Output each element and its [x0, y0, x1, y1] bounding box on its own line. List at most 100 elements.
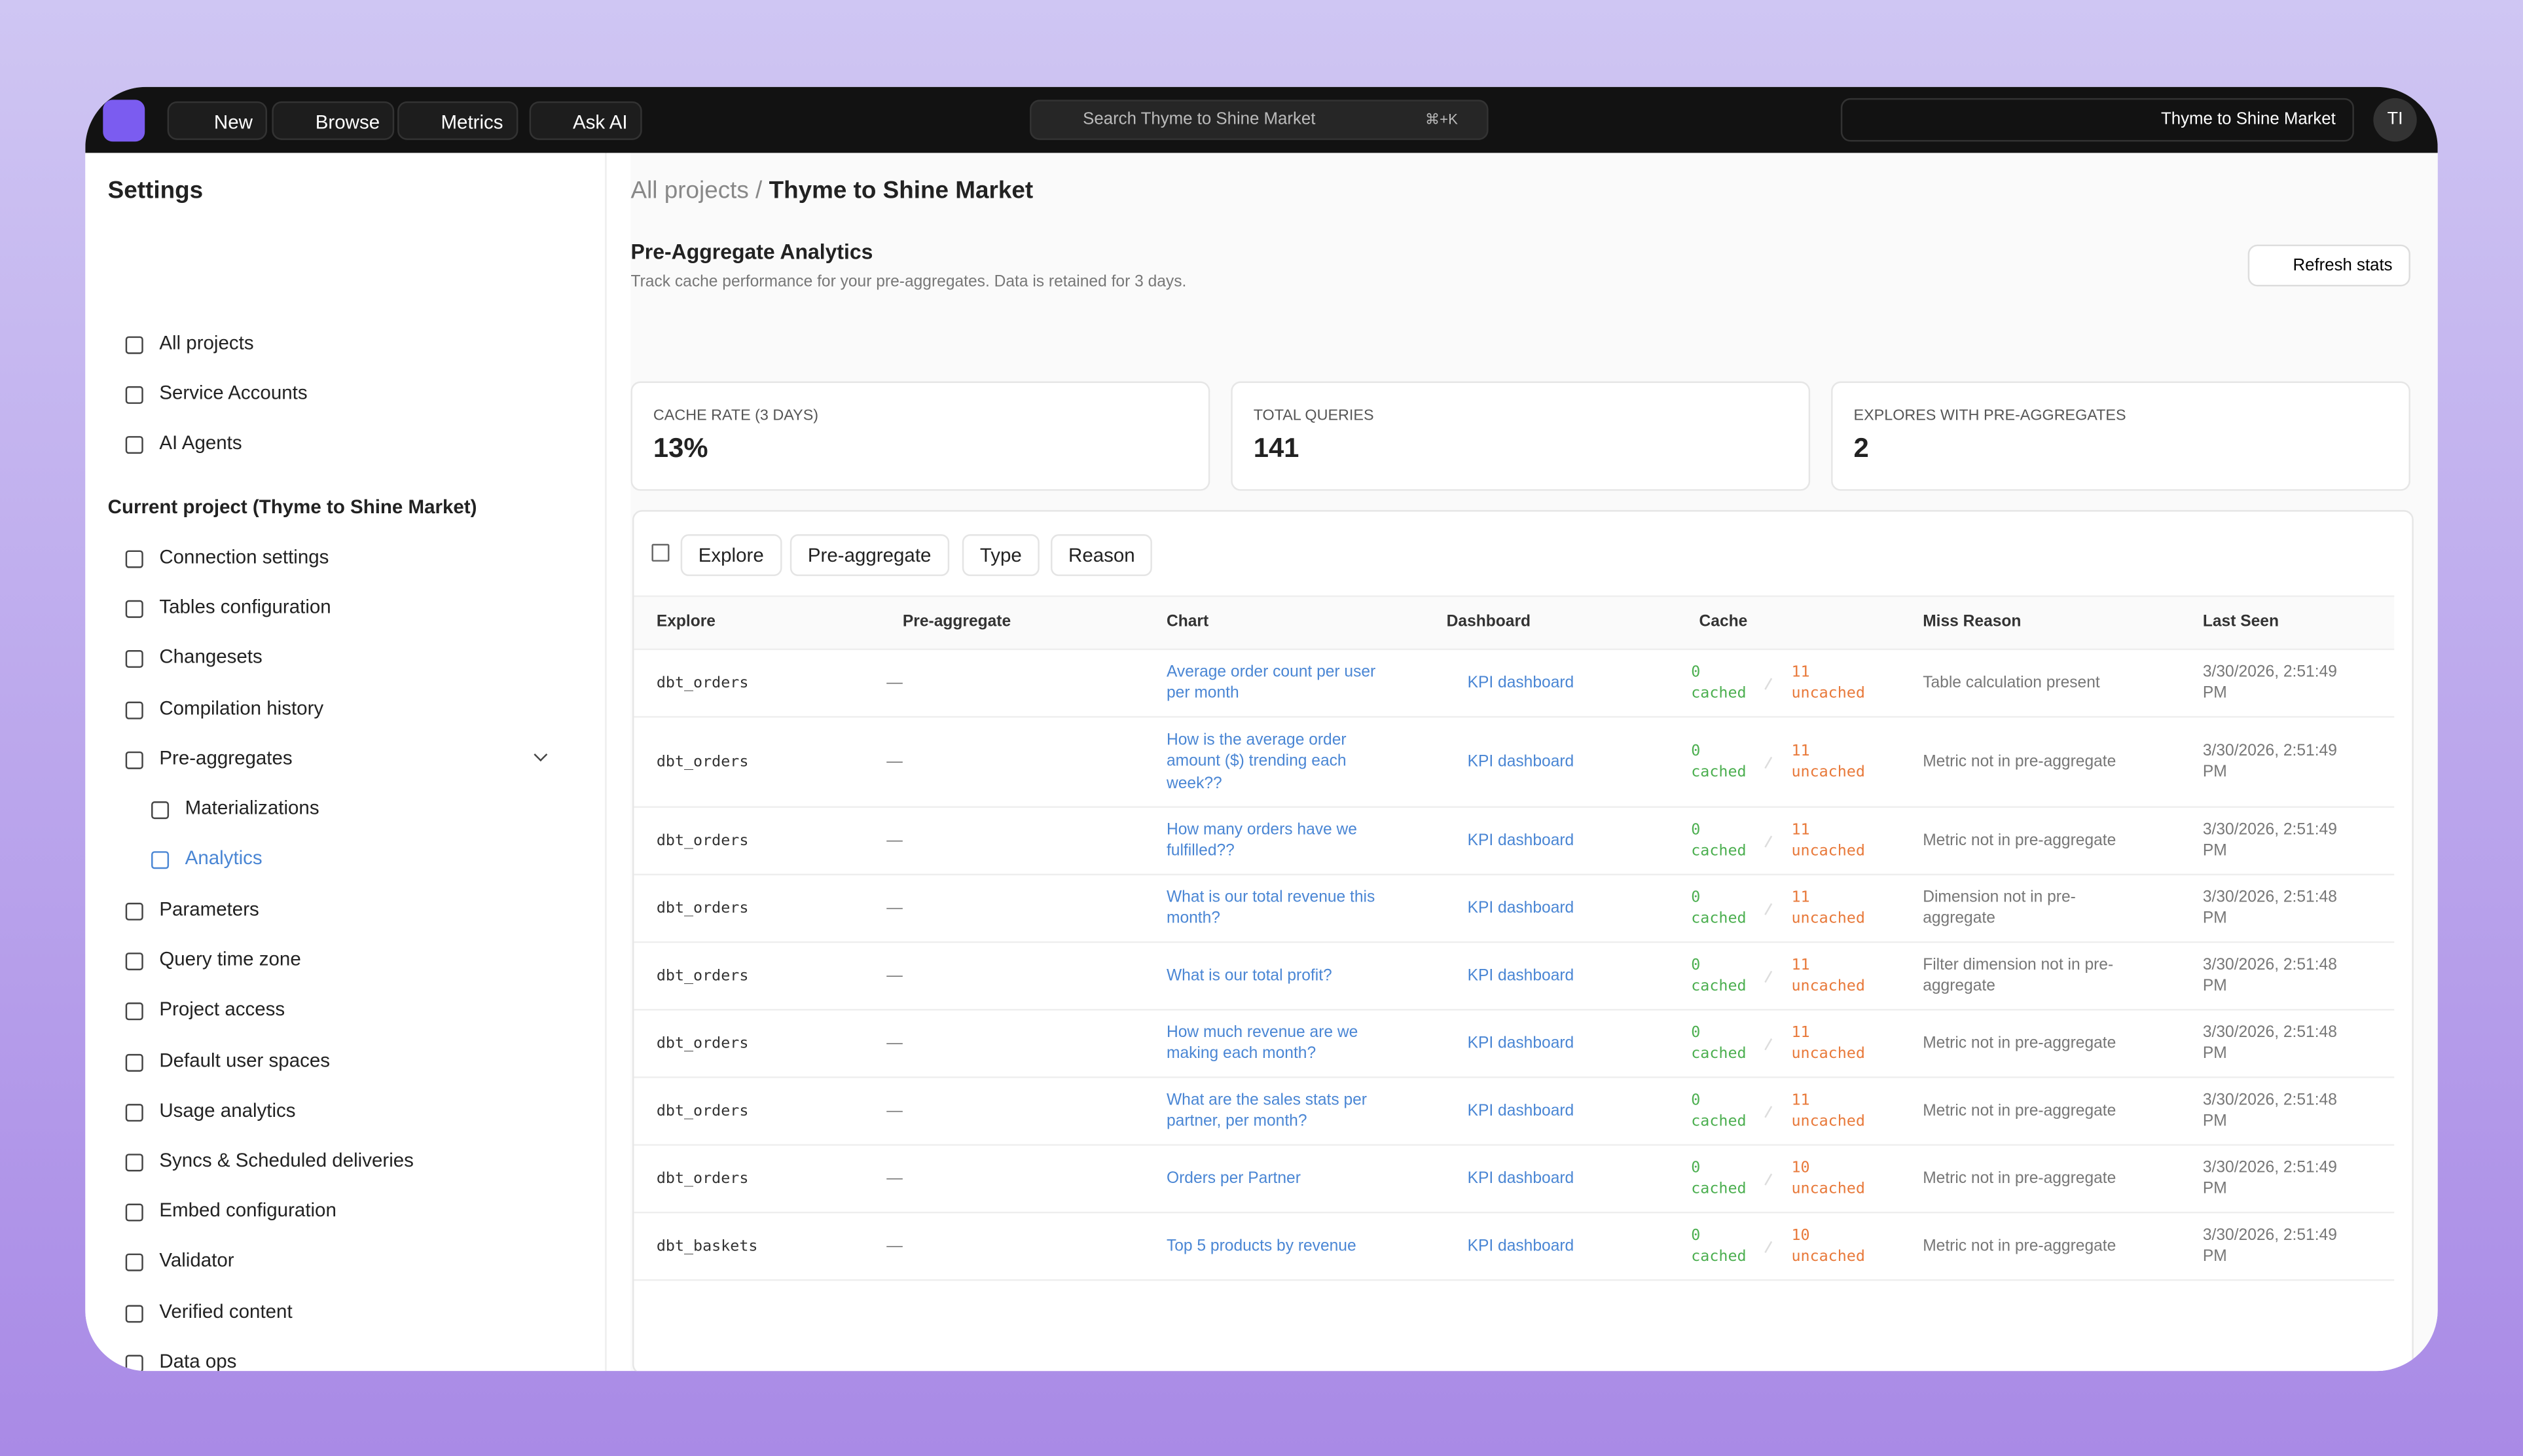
sidebar-title: Settings [107, 177, 204, 205]
section-title: Current project (Thyme to Shine Market) [107, 496, 477, 519]
chart-link[interactable]: What are the sales stats per partner, pe… [1166, 1091, 1368, 1131]
chart-link[interactable]: What is our total profit? [1166, 966, 1332, 985]
last-seen: 3/30/2026, 2:51:48 PM [2202, 1023, 2337, 1063]
divider [1765, 1240, 1773, 1252]
project-name[interactable]: Thyme to Shine Market [2160, 109, 2336, 129]
nav-icon [125, 336, 143, 354]
search-box[interactable]: Search Thyme to Shine Market ⌘+K [1030, 100, 1489, 140]
nav-item[interactable]: Data ops [159, 1349, 237, 1372]
app-window: Search Thyme to Shine Market ⌘+K Thyme t… [85, 86, 2438, 1372]
nav-item[interactable]: Default user spaces [159, 1048, 331, 1071]
nav-item[interactable]: Embed configuration [159, 1199, 336, 1222]
divider [1765, 1105, 1773, 1118]
last-seen: 3/30/2026, 2:51:49 PM [2202, 820, 2337, 860]
dashboard-link[interactable]: KPI dashboard [1467, 674, 1574, 692]
column-header[interactable]: Cache [1699, 613, 1748, 632]
nav-item[interactable]: Verified content [159, 1299, 293, 1322]
last-seen: 3/30/2026, 2:51:49 PM [2202, 1158, 2337, 1198]
cached-label: cached [1691, 1045, 1747, 1063]
filter-chip[interactable]: Reason [1051, 534, 1153, 576]
miss-reason: Metric not in pre-aggregate [1923, 1169, 2116, 1188]
cache: 0 cached 11 uncached [1691, 1089, 1865, 1133]
filter-chip[interactable]: Pre-aggregate [790, 534, 949, 576]
dashboard-link[interactable]: KPI dashboard [1467, 1237, 1574, 1255]
dashboard-link[interactable]: KPI dashboard [1467, 1102, 1574, 1120]
nav-icon [125, 701, 143, 719]
chart-link[interactable]: Top 5 products by revenue [1166, 1237, 1356, 1255]
cached-label: cached [1691, 763, 1747, 782]
nav-item[interactable]: Project access [159, 998, 285, 1021]
uncached-count: 11 [1791, 888, 1810, 906]
nav-item[interactable]: Service Accounts [159, 381, 308, 404]
top-bar: Search Thyme to Shine Market ⌘+K Thyme t… [85, 86, 2438, 153]
chart-link[interactable]: What is our total revenue this month? [1166, 888, 1375, 928]
stat-card: EXPLORES WITH PRE-AGGREGATES 2 [1831, 381, 2410, 491]
main: All projects / Thyme to Shine Market Pre… [630, 153, 2438, 1372]
uncached-count: 11 [1791, 742, 1810, 760]
dashboard-link[interactable]: KPI dashboard [1467, 752, 1574, 771]
avatar[interactable]: TI [2373, 98, 2417, 142]
nav-item[interactable]: Analytics [185, 846, 263, 869]
column-header[interactable]: Last Seen [2202, 613, 2279, 632]
chart-link[interactable]: Average order count per user per month [1166, 663, 1376, 702]
dashboard-link[interactable]: KPI dashboard [1467, 899, 1574, 917]
crumb[interactable]: All projects [630, 177, 749, 205]
refresh-button[interactable]: Refresh stats [2247, 244, 2410, 287]
uncached-count: 11 [1791, 1023, 1810, 1042]
dashboard-link[interactable]: KPI dashboard [1467, 1034, 1574, 1052]
nav-icon [125, 1254, 143, 1272]
stat-label: EXPLORES WITH PRE-AGGREGATES [1853, 407, 2126, 425]
nav-icon [125, 1355, 143, 1372]
dashboard-link[interactable]: KPI dashboard [1467, 966, 1574, 985]
subtitle: Track cache performance for your pre-agg… [630, 273, 1187, 291]
pre-aggregate: — [886, 1034, 903, 1052]
last-seen: 3/30/2026, 2:51:49 PM [2202, 663, 2337, 702]
dashboard-link[interactable]: KPI dashboard [1467, 1169, 1574, 1188]
uncached: 10 uncached [1791, 1157, 1864, 1200]
logo[interactable] [103, 100, 145, 142]
miss-reason: Metric not in pre-aggregate [1923, 831, 2116, 850]
cached: 0 cached [1691, 1089, 1746, 1133]
nav-icon [125, 1304, 143, 1322]
uncached-count: 11 [1791, 663, 1810, 681]
nav-item[interactable]: Pre-aggregates [159, 746, 293, 769]
nav-item[interactable]: Materializations [185, 796, 319, 820]
cached-label: cached [1691, 977, 1747, 996]
nav-item[interactable]: Query time zone [159, 948, 301, 971]
explore: dbt_orders [656, 1102, 749, 1120]
stat-value: 13% [653, 433, 708, 464]
nav-item[interactable]: Validator [159, 1249, 234, 1272]
uncached: 11 uncached [1791, 1022, 1864, 1065]
nav-item[interactable]: Changesets [159, 646, 263, 668]
divider [1765, 835, 1773, 847]
dashboard-link[interactable]: KPI dashboard [1467, 831, 1574, 850]
nav-item[interactable]: Parameters [159, 898, 259, 920]
nav-item[interactable]: Compilation history [159, 696, 324, 719]
nav-button[interactable]: Browse [272, 101, 395, 140]
nav-item[interactable]: Tables configuration [159, 595, 331, 619]
table: Explore Pre-aggregate Chart Dashboard Cache M… [634, 595, 2395, 1288]
nav-icon [125, 550, 143, 568]
nav-item[interactable]: Usage analytics [159, 1099, 296, 1121]
nav-button[interactable]: Ask AI [529, 101, 642, 140]
filter-chip[interactable]: Type [962, 534, 1040, 576]
nav-item[interactable]: All projects [159, 331, 254, 354]
chart-link[interactable]: How many orders have we fulfilled?? [1166, 820, 1357, 860]
chart-link[interactable]: How is the average order amount ($) tren… [1166, 731, 1347, 792]
nav-item[interactable]: Syncs & Scheduled deliveries [159, 1148, 414, 1172]
search-placeholder: Search Thyme to Shine Market [1083, 109, 1316, 129]
table-row: dbt_baskets — Top 5 products by revenue KPI… [634, 1213, 2395, 1281]
uncached-label: uncached [1791, 842, 1865, 860]
nav-item[interactable]: AI Agents [159, 431, 242, 454]
table-row: dbt_orders — How much revenue are we makin… [634, 1011, 2395, 1078]
chart-link[interactable]: Orders per Partner [1166, 1169, 1301, 1188]
nav-button[interactable]: New [167, 101, 268, 140]
nav-icon [125, 902, 143, 920]
chart-link[interactable]: How much revenue are we making each mont… [1166, 1023, 1358, 1063]
nav-item[interactable]: Connection settings [159, 545, 329, 568]
uncached-label: uncached [1791, 763, 1865, 782]
shortcut: ⌘+K [1425, 111, 1458, 128]
filter-chip[interactable]: Explore [680, 534, 782, 576]
last-seen: 3/30/2026, 2:51:48 PM [2202, 1091, 2337, 1131]
nav-button[interactable]: Metrics [397, 101, 518, 140]
